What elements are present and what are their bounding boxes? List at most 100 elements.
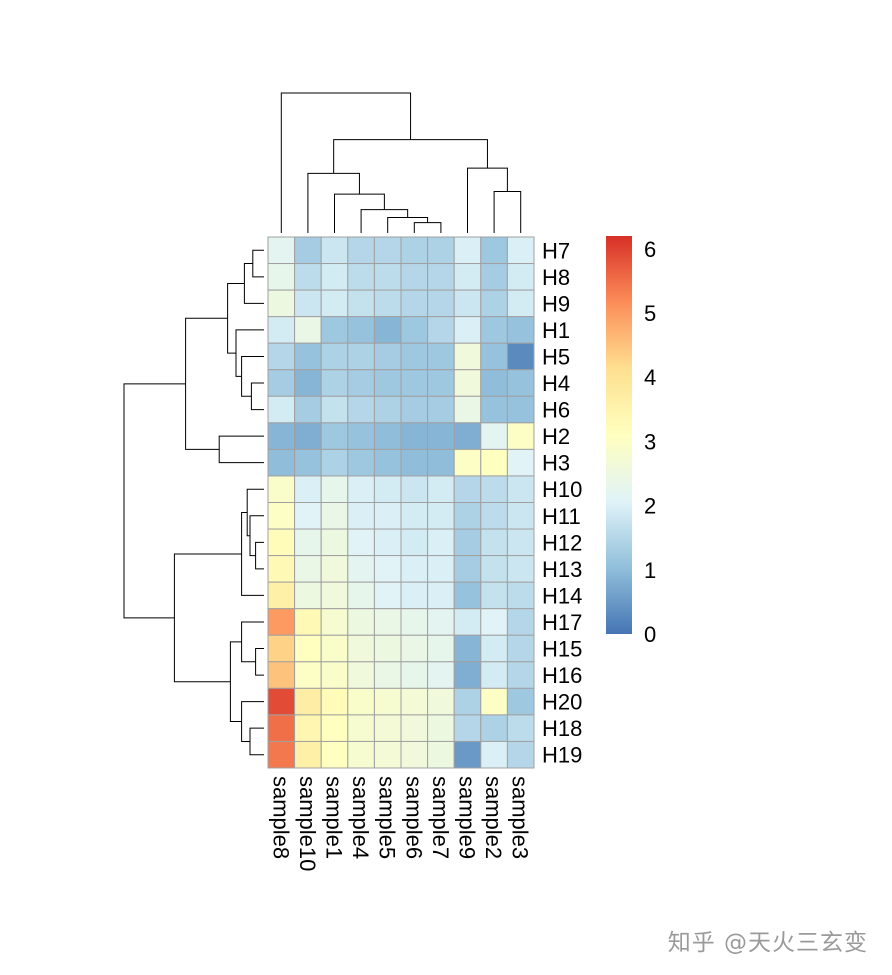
heatmap-cell-h15-sample4 [347, 634, 375, 663]
heatmap-cell-h7-sample5 [373, 236, 402, 265]
heatmap-cell-h13-sample5 [373, 555, 402, 583]
row-label-h1: H1 [542, 318, 570, 343]
heatmap-cell-h8-sample3 [506, 263, 535, 291]
heatmap-cell-h3-sample2 [480, 448, 508, 477]
col-dendrogram-branch [280, 92, 412, 233]
heatmap-cell-h16-sample4 [347, 661, 375, 689]
heatmap-cell-h8-sample1 [320, 263, 349, 291]
row-dendrogram-branch [218, 435, 264, 464]
heatmap-cell-h9-sample9 [453, 289, 482, 318]
heatmap-cell-h13-sample3 [506, 555, 535, 583]
heatmap-cell-h4-sample10 [294, 369, 322, 397]
heatmap-cell-h19-sample1 [320, 740, 349, 769]
heatmap-cell-h6-sample6 [400, 395, 429, 424]
heatmap-cell-h15-sample5 [373, 634, 402, 663]
heatmap-cell-h13-sample6 [400, 555, 429, 583]
heatmap-cell-h13-sample7 [427, 555, 455, 583]
heatmap-cell-h16-sample10 [294, 661, 322, 689]
heatmap-cell-h5-sample7 [427, 342, 455, 371]
heatmap-cell-h4-sample2 [480, 369, 508, 397]
heatmap-cell-h12-sample5 [373, 528, 402, 557]
heatmap-cell-h2-sample2 [480, 422, 508, 450]
heatmap-cell-h1-sample7 [427, 316, 455, 344]
heatmap-cell-h1-sample4 [347, 316, 375, 344]
heatmap-cell-h13-sample10 [294, 555, 322, 583]
heatmap-cell-h19-sample5 [373, 740, 402, 769]
row-dendrogram-branch [241, 355, 264, 397]
heatmap-cell-h2-sample8 [267, 422, 296, 450]
heatmap-cell-h12-sample1 [320, 528, 349, 557]
heatmap-cell-h19-sample10 [294, 740, 322, 769]
row-label-h19: H19 [542, 743, 582, 768]
heatmap-cell-h11-sample5 [373, 502, 402, 530]
col-dendrogram-branch [334, 193, 385, 233]
heatmap-cell-h7-sample10 [294, 236, 322, 265]
heatmap-cell-h7-sample4 [347, 236, 375, 265]
row-label-h14: H14 [542, 583, 582, 608]
heatmap-cell-h5-sample2 [480, 342, 508, 371]
heatmap-cell-h7-sample6 [400, 236, 429, 265]
heatmap-cell-h16-sample6 [400, 661, 429, 689]
heatmap-cell-h3-sample3 [506, 448, 535, 477]
heatmap-cell-h12-sample2 [480, 528, 508, 557]
heatmap-cell-h18-sample2 [480, 714, 508, 742]
heatmap-cell-h4-sample3 [506, 369, 535, 397]
col-dendrogram-branch [360, 209, 409, 233]
heatmap-cell-h6-sample5 [373, 395, 402, 424]
heatmap-cell-h1-sample6 [400, 316, 429, 344]
row-label-h20: H20 [542, 690, 582, 715]
heatmap-cell-h13-sample8 [267, 555, 296, 583]
heatmap-cell-h9-sample2 [480, 289, 508, 318]
heatmap-cell-h14-sample3 [506, 581, 535, 610]
heatmap-cell-h2-sample10 [294, 422, 322, 450]
legend-tick-label: 2 [644, 494, 656, 519]
legend-tick-label: 1 [644, 558, 656, 583]
heatmap-cell-h3-sample1 [320, 448, 349, 477]
heatmap-cell-h7-sample7 [427, 236, 455, 265]
heatmap-cell-h1-sample2 [480, 316, 508, 344]
col-label-sample7: sample7 [428, 776, 453, 859]
heatmap-cell-h19-sample9 [453, 740, 482, 769]
heatmap-cell-h5-sample10 [294, 342, 322, 371]
heatmap-cell-h4-sample4 [347, 369, 375, 397]
heatmap-cell-h1-sample3 [506, 316, 535, 344]
heatmap-cell-h8-sample5 [373, 263, 402, 291]
heatmap-cell-h11-sample8 [267, 502, 296, 530]
row-dendrogram-branch [229, 641, 242, 723]
heatmap-cell-h11-sample3 [506, 502, 535, 530]
heatmap-cell-h17-sample9 [453, 608, 482, 636]
row-dendrogram-branch [185, 317, 228, 450]
row-dendrogram-branch [255, 648, 264, 676]
row-dendrogram-branch [123, 383, 186, 619]
heatmap-cell-h4-sample6 [400, 369, 429, 397]
heatmap-cell-h20-sample4 [347, 687, 375, 716]
heatmap-cell-h5-sample5 [373, 342, 402, 371]
heatmap-cell-h15-sample7 [427, 634, 455, 663]
heatmap-cell-h14-sample5 [373, 581, 402, 610]
row-label-h18: H18 [542, 716, 582, 741]
heatmap-cell-h16-sample3 [506, 661, 535, 689]
heatmap-cells [267, 236, 535, 769]
heatmap-cell-h9-sample8 [267, 289, 296, 318]
row-dendrogram [123, 249, 264, 756]
row-label-h16: H16 [542, 663, 582, 688]
heatmap-cell-h15-sample8 [267, 634, 296, 663]
col-label-sample4: sample4 [348, 776, 373, 859]
legend-tick-label: 4 [644, 365, 656, 390]
heatmap-cell-h7-sample1 [320, 236, 349, 265]
heatmap-cell-h11-sample2 [480, 502, 508, 530]
heatmap-cell-h14-sample2 [480, 581, 508, 610]
row-label-h12: H12 [542, 530, 582, 555]
heatmap-cell-h10-sample7 [427, 475, 455, 504]
heatmap-cell-h9-sample5 [373, 289, 402, 318]
heatmap-cell-h18-sample5 [373, 714, 402, 742]
row-dendrogram-branch [249, 515, 264, 557]
heatmap-cell-h10-sample6 [400, 475, 429, 504]
heatmap-cell-h7-sample3 [506, 236, 535, 265]
legend-tick-label: 0 [644, 622, 656, 647]
heatmap-cell-h9-sample6 [400, 289, 429, 318]
heatmap-cell-h20-sample10 [294, 687, 322, 716]
heatmap-cell-h6-sample9 [453, 395, 482, 424]
row-dendrogram-branch [250, 382, 264, 411]
